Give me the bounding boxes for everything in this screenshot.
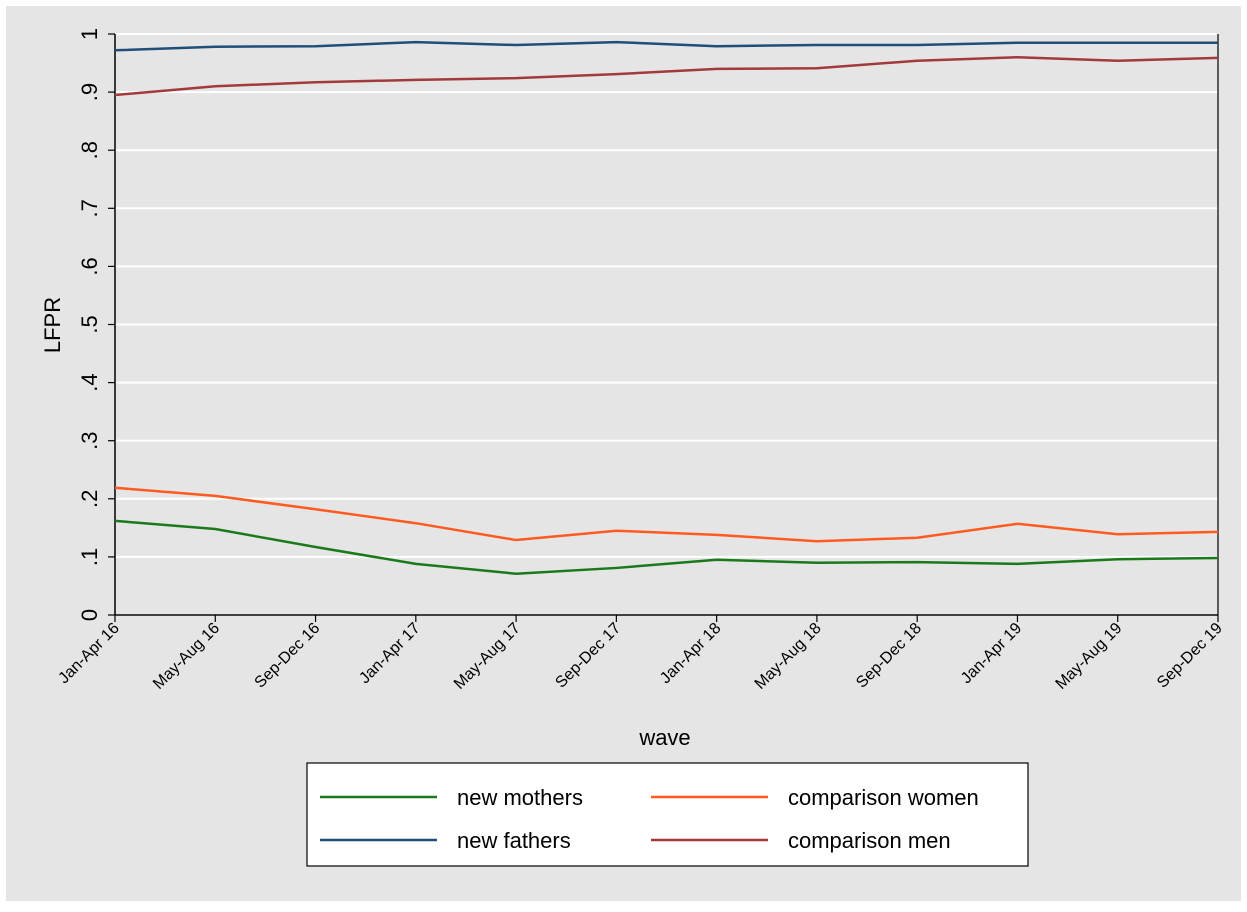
y-axis-title: LFPR xyxy=(40,297,65,353)
y-tick-label: .1 xyxy=(77,548,102,566)
y-tick-label: .8 xyxy=(77,141,102,159)
y-tick-label: .6 xyxy=(77,257,102,275)
legend-box xyxy=(306,762,1029,867)
series-line xyxy=(114,55,1219,97)
y-tick-label: .2 xyxy=(77,490,102,508)
y-tick-label: .4 xyxy=(77,373,102,391)
y-tick-label: .5 xyxy=(77,315,102,333)
legend-label: new fathers xyxy=(457,828,571,853)
y-tick-label: 1 xyxy=(77,28,102,40)
chart-background xyxy=(6,6,1241,901)
x-axis-title: wave xyxy=(638,725,690,750)
y-tick-label: .3 xyxy=(77,432,102,450)
legend-label: comparison men xyxy=(788,828,951,853)
y-tick-label: 0 xyxy=(77,609,102,621)
legend-label: new mothers xyxy=(457,785,583,810)
series-line xyxy=(114,519,1219,576)
series-line xyxy=(114,40,1218,52)
series-line xyxy=(114,486,1219,543)
y-tick-label: .9 xyxy=(77,83,102,101)
y-tick-label: .7 xyxy=(77,199,102,217)
legend-label: comparison women xyxy=(788,785,979,810)
